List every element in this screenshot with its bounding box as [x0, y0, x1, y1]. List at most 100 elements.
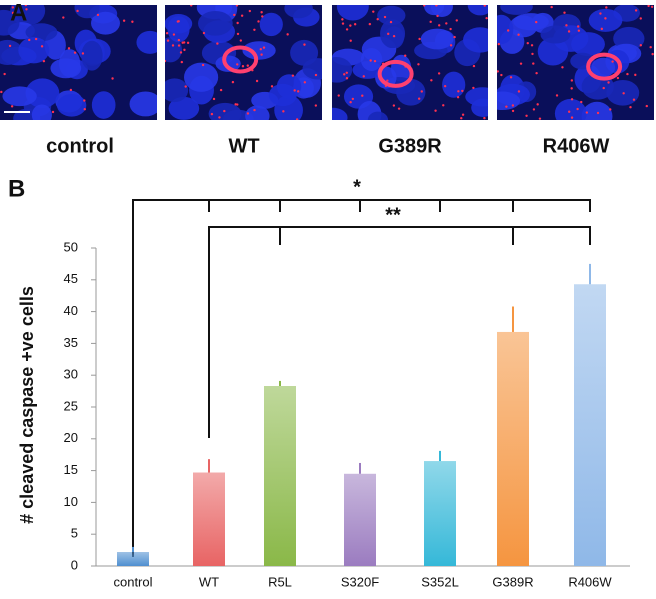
micrograph [497, 5, 654, 120]
dot [216, 42, 219, 45]
nucleus [242, 41, 276, 60]
dot [519, 62, 523, 65]
dot [430, 79, 433, 82]
y-tick-label: 0 [71, 557, 78, 572]
dot [570, 116, 574, 119]
dot [257, 20, 260, 23]
y-tick-label: 40 [64, 303, 78, 318]
dot [341, 22, 345, 25]
dot [122, 19, 126, 22]
y-tick-label: 10 [64, 494, 78, 509]
dot [650, 5, 654, 8]
y-tick-label: 25 [64, 398, 78, 413]
dot [362, 75, 365, 78]
nucleus [336, 5, 369, 21]
nucleus [74, 5, 100, 19]
dot [246, 112, 250, 115]
nucleus [215, 55, 241, 72]
dot [223, 109, 226, 113]
dot [351, 97, 355, 101]
y-axis-label: # cleaved caspase +ve cells [17, 286, 37, 524]
dot [349, 100, 352, 104]
dot [403, 54, 407, 57]
dot [62, 16, 65, 19]
nucleus [497, 91, 521, 111]
dot [577, 25, 580, 28]
dot [236, 103, 239, 106]
bar [264, 386, 296, 566]
dot [505, 105, 508, 108]
dot [11, 11, 15, 15]
cell [586, 52, 623, 81]
dot [445, 22, 448, 25]
nucleus [442, 71, 466, 98]
dot [233, 13, 236, 17]
nucleus [591, 57, 616, 78]
dot [535, 71, 538, 75]
dot [179, 51, 183, 54]
dot [248, 9, 252, 13]
dot [526, 41, 529, 45]
dot [418, 37, 421, 41]
bar [574, 284, 606, 566]
dot [376, 18, 379, 21]
dot [517, 90, 521, 93]
dot [483, 116, 486, 120]
dot [585, 111, 589, 114]
micrograph [332, 5, 488, 120]
nucleus [380, 19, 406, 49]
dot [457, 90, 460, 93]
cell [377, 59, 414, 88]
dot [166, 39, 170, 42]
nucleus [284, 5, 313, 19]
dot [538, 117, 542, 120]
dot [236, 63, 239, 66]
bracket [132, 199, 591, 557]
dot [461, 89, 464, 93]
nucleus [56, 94, 87, 117]
dot [511, 104, 515, 107]
dot [184, 85, 187, 88]
nucleus [259, 12, 283, 37]
nucleus [463, 27, 488, 53]
dot [392, 34, 396, 38]
dot [461, 113, 465, 116]
x-tick-label: S352L [421, 574, 459, 589]
nucleus [332, 107, 348, 120]
dot [131, 20, 134, 23]
dot [517, 33, 520, 36]
dot [183, 48, 186, 52]
nucleus [165, 78, 189, 103]
image-caption: G389R [378, 135, 442, 157]
dot [561, 66, 564, 69]
dot [525, 114, 528, 117]
dot [438, 24, 441, 27]
dot [236, 32, 240, 36]
dot [530, 44, 534, 47]
panel-label: B [8, 175, 25, 202]
dot [632, 98, 636, 101]
dot [622, 92, 625, 95]
x-tick-label: R5L [268, 574, 292, 589]
dot [303, 81, 307, 84]
nucleus [430, 5, 453, 17]
micrograph [165, 5, 322, 120]
dot [506, 29, 510, 32]
dot [218, 116, 221, 119]
nucleus [0, 39, 23, 65]
y-tick-label: 50 [64, 239, 78, 254]
dot [24, 5, 28, 7]
bracket [208, 226, 591, 438]
dot [177, 44, 181, 47]
dot [345, 71, 348, 74]
bar [424, 461, 456, 566]
dot [11, 6, 15, 9]
dot [261, 15, 264, 18]
dot [341, 18, 344, 21]
panel-label: A [10, 0, 27, 26]
dot [443, 84, 447, 88]
significance-brackets [132, 199, 591, 557]
dot [532, 108, 536, 111]
dot [536, 103, 539, 106]
dot [509, 76, 513, 79]
